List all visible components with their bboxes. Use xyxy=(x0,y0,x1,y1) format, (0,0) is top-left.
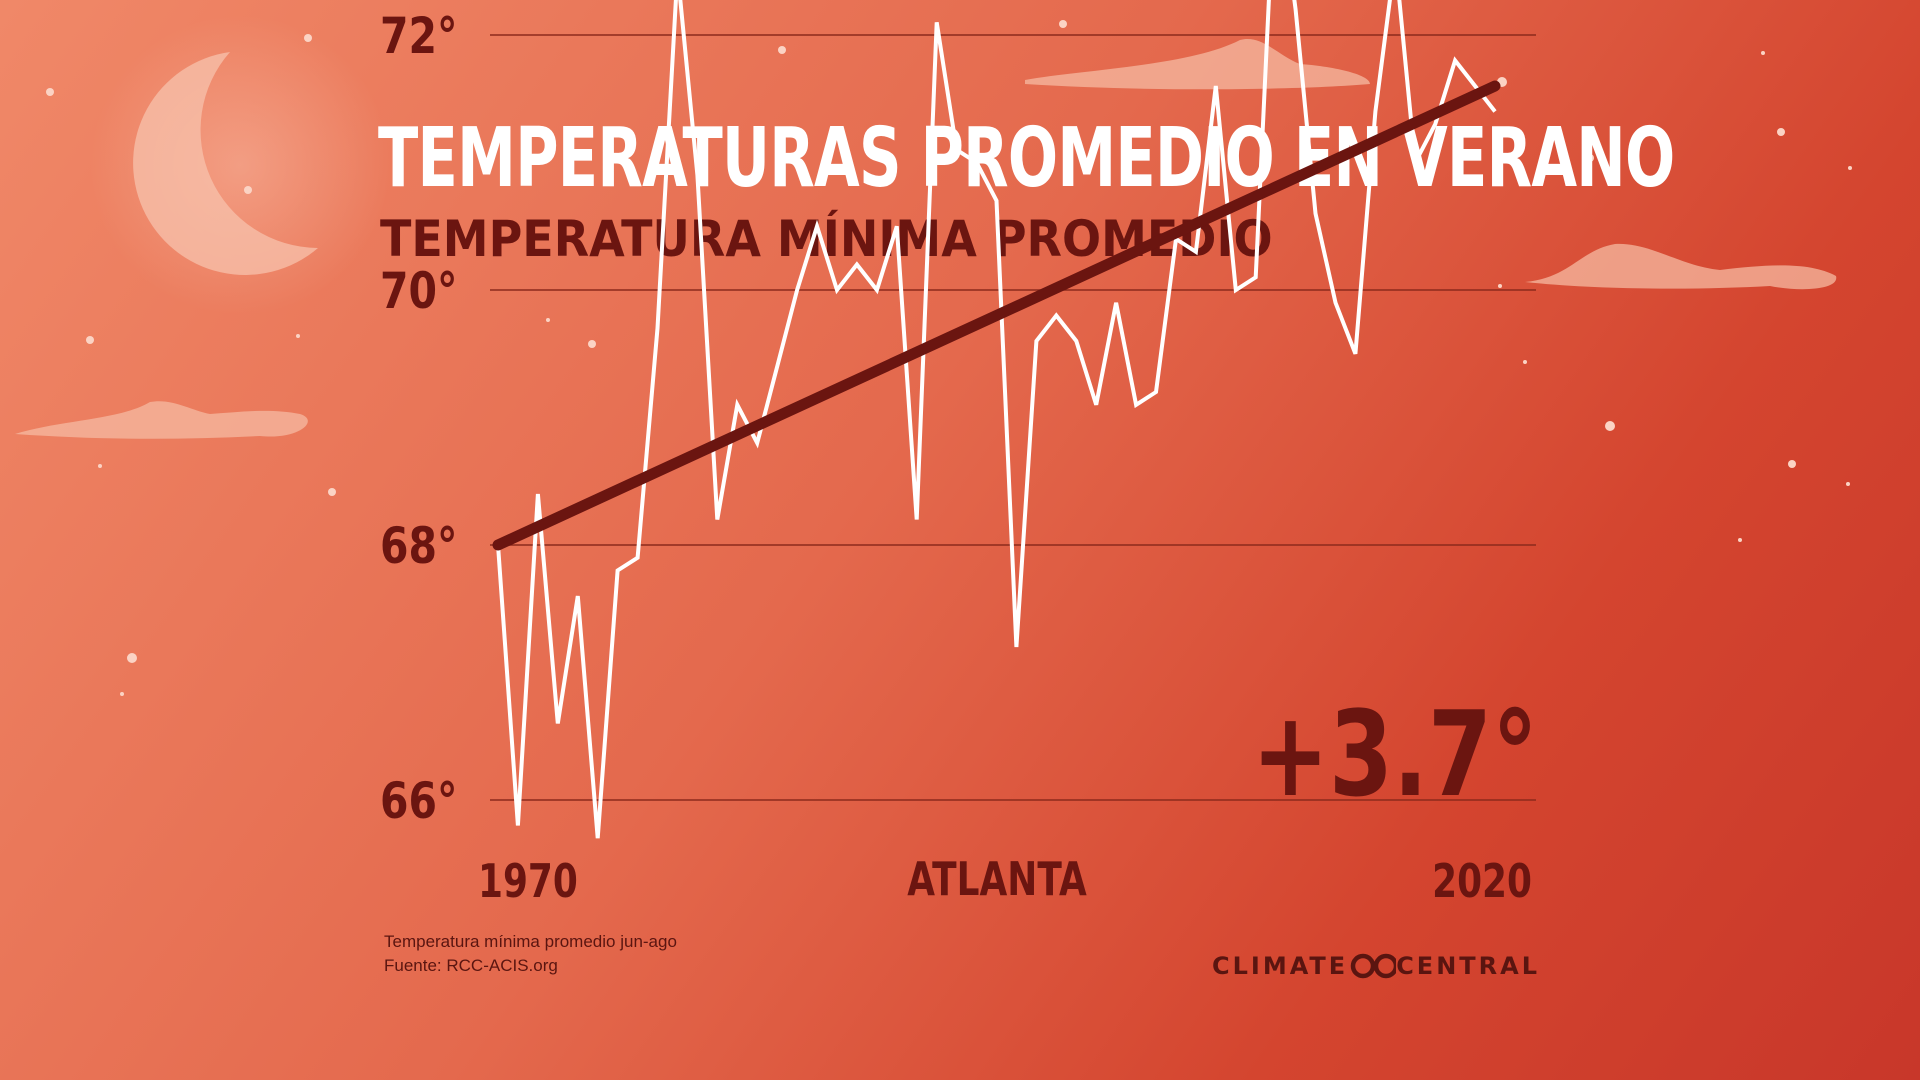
chart-title: TEMPERATURAS PROMEDIO EN VERANO xyxy=(378,111,1675,206)
cloud-icon xyxy=(15,38,1837,439)
y-tick-label-72: 72° xyxy=(380,7,458,65)
climate-central-logo-icon xyxy=(1350,953,1397,979)
trend-line xyxy=(492,80,1501,551)
y-tick-label-70: 70° xyxy=(380,262,458,320)
climate-central-logo: CLIMATE CENTRAL xyxy=(1212,952,1540,980)
y-tick-label-66: 66° xyxy=(380,772,458,830)
location-label: ATLANTA xyxy=(907,853,1087,907)
star-icons xyxy=(46,20,1852,696)
x-tick-label-start: 1970 xyxy=(478,855,578,909)
temperature-series-line xyxy=(496,0,1497,839)
brand-word-left: CLIMATE xyxy=(1212,952,1349,980)
y-axis-ticks: 66° 68° 70° 72° xyxy=(380,7,458,830)
y-tick-label-68: 68° xyxy=(380,517,458,575)
footnote-source: Fuente: RCC-ACIS.org xyxy=(384,956,558,975)
brand-word-right: CENTRAL xyxy=(1396,952,1540,980)
temperature-change-label: +3.7° xyxy=(1252,686,1538,823)
footnote-description: Temperatura mínima promedio jun-ago xyxy=(384,932,677,951)
moon-icon xyxy=(90,15,390,315)
x-tick-label-end: 2020 xyxy=(1432,855,1532,909)
